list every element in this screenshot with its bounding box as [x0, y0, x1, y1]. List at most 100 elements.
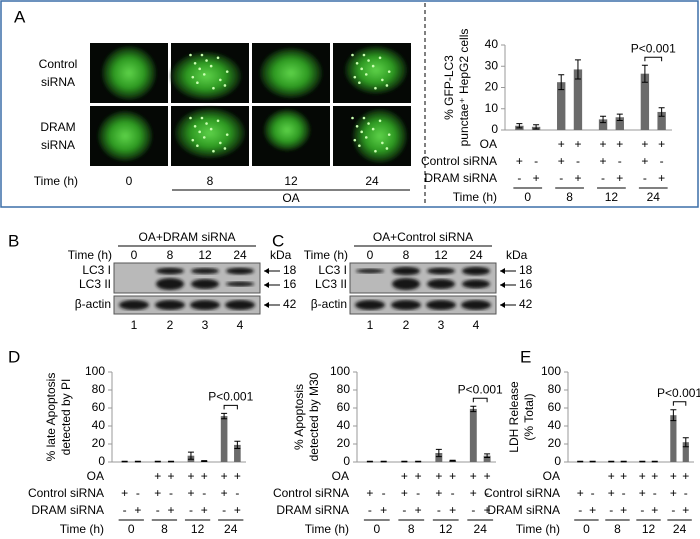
y-tick-label: 60: [337, 400, 351, 414]
error-bar: [470, 405, 477, 413]
band: [190, 300, 220, 310]
error-bar: [533, 124, 540, 130]
condition: +: [574, 171, 581, 185]
punctum: [364, 136, 368, 139]
condition: -: [222, 503, 226, 517]
row-label: OA: [87, 469, 104, 483]
condition: +: [670, 486, 677, 500]
unit: kDa: [270, 248, 292, 262]
condition: -: [382, 486, 386, 500]
condition: +: [600, 154, 607, 168]
band: [119, 300, 149, 310]
condition: +: [589, 503, 596, 517]
blot-lc3: [113, 262, 261, 294]
panel-label: D: [8, 347, 20, 366]
condition: -: [643, 171, 647, 185]
punctum: [381, 78, 384, 82]
arrow-head: [500, 268, 505, 274]
bar: [435, 453, 443, 462]
punctum: [362, 53, 366, 57]
condition: +: [620, 469, 627, 483]
condition: +: [234, 503, 241, 517]
condition: +: [187, 469, 194, 483]
punctum: [381, 141, 384, 145]
error-bar: [620, 460, 627, 463]
error-bar: [187, 451, 194, 460]
punctum: [358, 144, 361, 147]
time-label: Time (h): [68, 248, 112, 262]
panel-label: A: [14, 7, 26, 26]
row-label: OA: [543, 469, 560, 483]
punctum: [358, 81, 361, 84]
punctum: [216, 119, 220, 123]
condition: +: [401, 486, 408, 500]
time: 8: [167, 248, 174, 262]
condition: -: [451, 486, 455, 500]
condition: +: [616, 171, 623, 185]
time: 24: [673, 522, 687, 536]
condition: -: [202, 486, 206, 500]
bar: [220, 416, 228, 462]
lane: 4: [237, 318, 244, 332]
y-axis-label: LDH Release: [507, 381, 521, 453]
condition: -: [169, 486, 173, 500]
row-label: DRAM siRNA: [31, 503, 104, 517]
row-label: DRAM siRNA: [424, 171, 497, 185]
punctum: [202, 136, 206, 139]
condition: -: [534, 154, 538, 168]
time: 12: [284, 174, 298, 188]
punctum: [225, 133, 229, 136]
time: 8: [408, 522, 415, 536]
bar: [682, 442, 689, 462]
error-bar: [201, 460, 208, 463]
punctum: [196, 144, 199, 147]
arrow-head: [264, 268, 269, 274]
error-bar: [574, 59, 581, 80]
condition: +: [682, 469, 689, 483]
arrow-head: [500, 302, 505, 308]
condition: +: [415, 469, 422, 483]
time-label: Time (h): [60, 522, 104, 536]
punctum: [196, 81, 199, 84]
marker: 42: [519, 297, 533, 311]
time: 0: [128, 522, 135, 536]
condition: +: [670, 469, 677, 483]
condition: -: [559, 171, 563, 185]
condition: -: [437, 503, 441, 517]
bar: [573, 69, 583, 130]
blot-title: OA+DRAM siRNA: [138, 230, 235, 244]
punctum: [374, 149, 377, 153]
condition: -: [123, 503, 127, 517]
marker: 42: [283, 297, 297, 311]
condition: +: [168, 469, 175, 483]
y-tick-label: 100: [541, 364, 561, 378]
band: [462, 266, 490, 276]
cell: [263, 109, 311, 151]
error-bar: [121, 460, 128, 463]
condition: +: [380, 503, 387, 517]
y-tick-label: 100: [85, 364, 105, 378]
condition: -: [601, 171, 605, 185]
condition: -: [136, 486, 140, 500]
punctum: [219, 78, 222, 82]
punctum: [385, 84, 389, 87]
punctum: [212, 149, 215, 153]
punctum: [198, 130, 201, 134]
y-tick-label: 40: [337, 418, 351, 432]
condition: +: [435, 486, 442, 500]
condition: +: [639, 486, 646, 500]
condition: +: [484, 503, 491, 517]
condition: +: [435, 469, 442, 483]
time-label: Time (h): [516, 522, 560, 536]
condition: +: [658, 171, 665, 185]
error-bar: [366, 460, 373, 463]
lane: 2: [403, 318, 410, 332]
condition: +: [484, 469, 491, 483]
row-label: Control siRNA: [28, 486, 104, 500]
y-tick-label: 40: [92, 418, 106, 432]
blot-actin: [349, 295, 497, 315]
condition: +: [558, 137, 565, 151]
cell: [171, 52, 242, 100]
punctum: [367, 59, 370, 62]
row-label: DRAM siRNA: [276, 503, 349, 517]
